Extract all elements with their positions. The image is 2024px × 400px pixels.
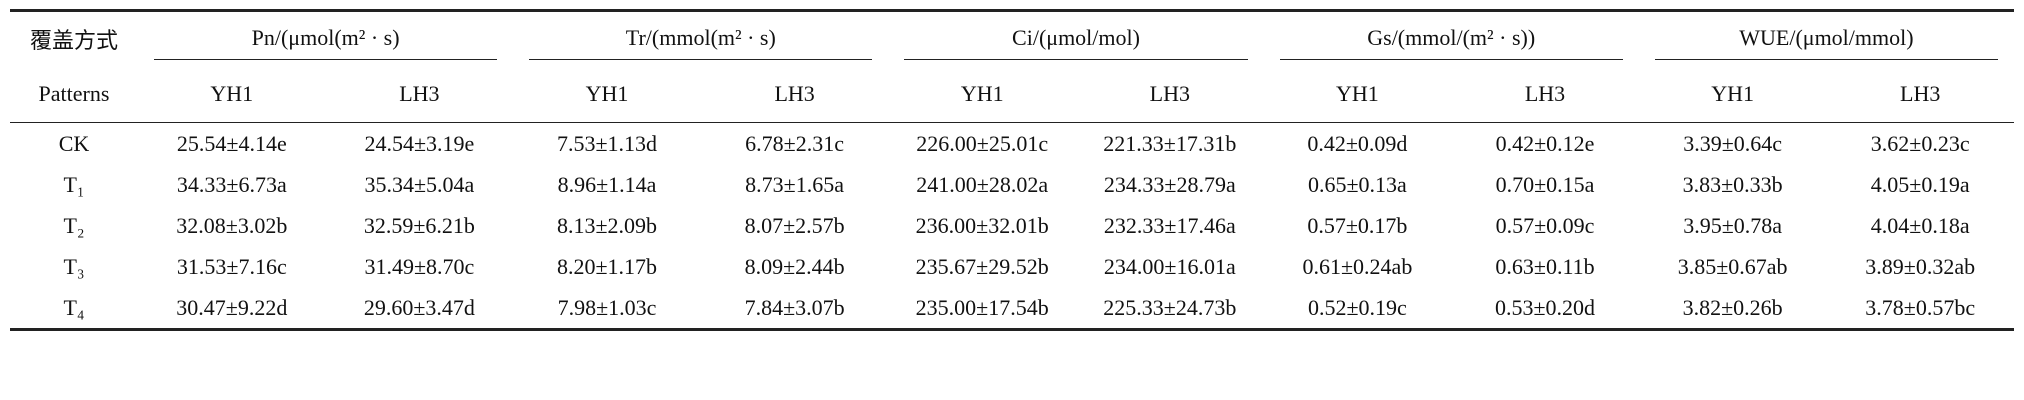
cell: 25.54±4.14e bbox=[176, 130, 287, 156]
cell: 0.61±0.24ab bbox=[1302, 253, 1413, 279]
group-cell: Ci/(μmol/mol) bbox=[888, 11, 1263, 67]
cell: 234.00±16.01a bbox=[1103, 253, 1236, 279]
cell: 30.47±9.22d bbox=[176, 294, 288, 320]
cell: 8.73±1.65a bbox=[745, 171, 845, 197]
data-row: T₁ 34.33±6.73a 35.34±5.04a 8.96±1.14a 8.73±1… bbox=[10, 164, 2014, 205]
cell: 35.34±5.04a bbox=[364, 171, 475, 197]
cell: 8.13±2.09b bbox=[556, 212, 658, 238]
cell: 3.78±0.57bc bbox=[1865, 294, 1976, 320]
subheader: YH1 bbox=[138, 66, 326, 123]
header-row: 覆盖方式 Pn/(μmol(m² · s) Tr/(mmol(m² · s) Ci/(… bbox=[10, 11, 2014, 67]
cell: 31.49±8.70c bbox=[364, 253, 475, 279]
cell: 4.04±0.18a bbox=[1870, 212, 1970, 238]
group-cell: Pn/(μmol(m² · s) bbox=[138, 11, 513, 67]
cell: 0.65±0.13a bbox=[1307, 171, 1407, 197]
subheader-row: Patterns YH1 LH3 YH1 LH3 YH1 LH3 YH1 LH3 YH1 LH3 bbox=[10, 66, 2015, 123]
cell: 226.00±25.01c bbox=[916, 130, 1049, 156]
subheader: YH1 bbox=[1263, 66, 1452, 123]
group-header: Pn/(μmol(m² · s) bbox=[154, 19, 498, 60]
cell: 3.83±0.33b bbox=[1682, 171, 1783, 197]
data-table: 覆盖方式 Pn/(μmol(m² · s) Tr/(mmol(m² · s) Ci/(… bbox=[10, 9, 2015, 331]
row-label: T₄ bbox=[63, 294, 85, 320]
subheader: LH3 bbox=[1451, 66, 1639, 123]
cell: 0.57±0.09c bbox=[1495, 212, 1595, 238]
cell: 31.53±7.16c bbox=[176, 253, 287, 279]
group-header: Ci/(μmol/mol) bbox=[904, 19, 1248, 60]
group-header: WUE/(μmol/mmol) bbox=[1654, 19, 1999, 60]
group-cell: WUE/(μmol/mmol) bbox=[1639, 11, 2014, 67]
cell: 34.33±6.73a bbox=[176, 171, 287, 197]
group-header: Tr/(mmol(m² · s) bbox=[529, 19, 873, 60]
cell: 4.05±0.19a bbox=[1870, 171, 1970, 197]
subheader: YH1 bbox=[888, 66, 1076, 123]
cell: 3.39±0.64c bbox=[1683, 130, 1783, 156]
cell: 225.33±24.73b bbox=[1103, 294, 1237, 320]
cell: 0.53±0.20d bbox=[1494, 294, 1596, 320]
cell: 8.09±2.44b bbox=[744, 253, 845, 279]
cell: 29.60±3.47d bbox=[363, 294, 475, 320]
cell: 32.08±3.02b bbox=[176, 212, 288, 238]
data-row: T₄ 30.47±9.22d 29.60±3.47d 7.98±1.03c 7.84±3… bbox=[10, 287, 2014, 330]
row-label: T₁ bbox=[63, 171, 85, 197]
row-label: T₃ bbox=[63, 253, 85, 279]
cell: 3.85±0.67ab bbox=[1677, 253, 1788, 279]
cell: 7.98±1.03c bbox=[557, 294, 657, 320]
cell: 3.95±0.78a bbox=[1683, 212, 1783, 238]
group-cell: Tr/(mmol(m² · s) bbox=[513, 11, 888, 67]
group-cell: Gs/(mmol/(m² · s)) bbox=[1264, 11, 1639, 67]
cell: 235.00±17.54b bbox=[915, 294, 1049, 320]
subheader: LH3 bbox=[1826, 66, 2015, 123]
cell: 236.00±32.01b bbox=[915, 212, 1049, 238]
subheader: LH3 bbox=[325, 66, 514, 123]
cell: 6.78±2.31c bbox=[745, 130, 845, 156]
cell: 0.57±0.17b bbox=[1307, 212, 1408, 238]
cell: 0.42±0.09d bbox=[1307, 130, 1408, 156]
group-header: Gs/(mmol/(m² · s)) bbox=[1279, 19, 1623, 60]
cell: 7.84±3.07b bbox=[744, 294, 845, 320]
cell: 8.96±1.14a bbox=[557, 171, 657, 197]
subheader: YH1 bbox=[513, 66, 701, 123]
subheader: LH3 bbox=[1076, 66, 1264, 123]
cell: 24.54±3.19e bbox=[364, 130, 475, 156]
data-row: T₂ 32.08±3.02b 32.59±6.21b 8.13±2.09b 8.07±2… bbox=[10, 205, 2014, 246]
cell: 8.20±1.17b bbox=[556, 253, 658, 279]
cell: 241.00±28.02a bbox=[916, 171, 1049, 197]
data-row: CK 25.54±4.14e 24.54±3.19e 7.53±1.13d 6.78±2… bbox=[10, 123, 2014, 165]
data-row: T₃ 31.53±7.16c 31.49±8.70c 8.20±1.17b 8.09±2… bbox=[10, 246, 2014, 287]
corner-label: Patterns bbox=[10, 66, 138, 123]
cell: 3.89±0.32ab bbox=[1865, 253, 1976, 279]
cell: 0.70±0.15a bbox=[1495, 171, 1595, 197]
cell: 8.07±2.57b bbox=[744, 212, 845, 238]
cell: 3.62±0.23c bbox=[1870, 130, 1970, 156]
cell: 221.33±17.31b bbox=[1103, 130, 1237, 156]
corner-label: 覆盖方式 bbox=[29, 28, 118, 53]
cell: 7.53±1.13d bbox=[556, 130, 658, 156]
subheader: YH1 bbox=[1638, 66, 1827, 123]
table-body: 覆盖方式 Pn/(μmol(m² · s) Tr/(mmol(m² · s) Ci/(… bbox=[10, 11, 2015, 330]
cell: 0.63±0.11b bbox=[1495, 253, 1595, 279]
cell: 235.67±29.52b bbox=[915, 253, 1049, 279]
cell: 234.33±28.79a bbox=[1103, 171, 1236, 197]
cell: 0.42±0.12e bbox=[1495, 130, 1595, 156]
cell: 0.52±0.19c bbox=[1307, 294, 1407, 320]
subheader: LH3 bbox=[700, 66, 889, 123]
cell: 232.33±17.46a bbox=[1103, 212, 1236, 238]
cell: 3.82±0.26b bbox=[1682, 294, 1783, 320]
row-label: CK bbox=[58, 130, 90, 156]
cell: 32.59±6.21b bbox=[363, 212, 475, 238]
row-label: T₂ bbox=[63, 212, 85, 238]
